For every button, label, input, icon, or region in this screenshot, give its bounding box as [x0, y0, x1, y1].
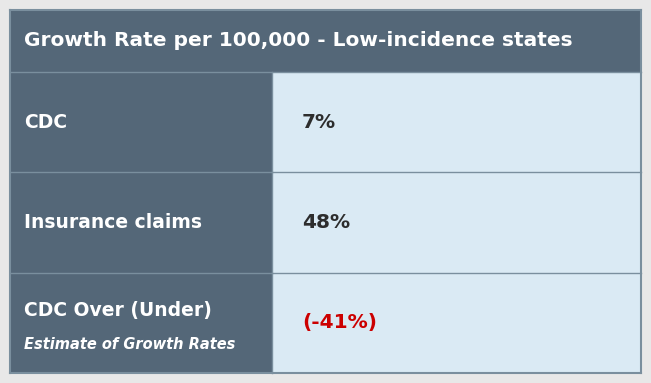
Text: (-41%): (-41%)	[302, 313, 377, 332]
Text: CDC: CDC	[24, 113, 67, 132]
Text: 48%: 48%	[302, 213, 350, 232]
Text: Insurance claims: Insurance claims	[24, 213, 202, 232]
Bar	[10, 72, 272, 172]
Text: CDC Over (Under): CDC Over (Under)	[24, 301, 212, 320]
Bar	[272, 172, 641, 273]
Bar	[272, 273, 641, 373]
Bar	[272, 72, 641, 172]
Bar	[10, 10, 641, 72]
Text: Growth Rate per 100,000 - Low-incidence states: Growth Rate per 100,000 - Low-incidence …	[24, 31, 573, 51]
Text: Estimate of Growth Rates: Estimate of Growth Rates	[24, 337, 236, 352]
Bar	[10, 172, 272, 273]
Bar	[10, 273, 272, 373]
Text: 7%: 7%	[302, 113, 336, 132]
